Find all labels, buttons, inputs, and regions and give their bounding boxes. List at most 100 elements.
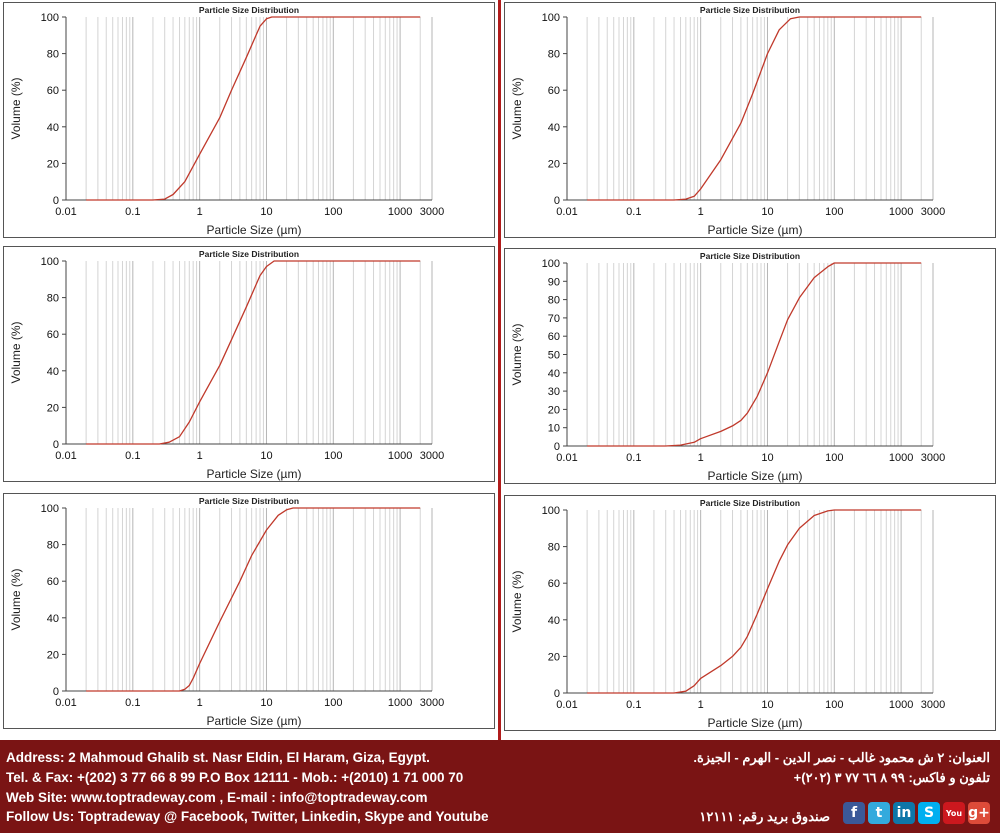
- x-tick-label: 3000: [921, 206, 945, 218]
- x-tick-label: 10: [761, 452, 773, 464]
- y-tick-label: 80: [548, 49, 560, 61]
- y-tick-label: 20: [548, 158, 560, 170]
- y-axis-label: Volume (%): [510, 570, 524, 632]
- charts-grid: 0 20 40 60 80 100 0.01 0.1 1 10 100 1000 3000 Particl…: [3, 2, 996, 731]
- x-tick-label: 0.1: [626, 699, 641, 711]
- skype-icon[interactable]: S: [918, 802, 940, 824]
- footer-address: Address: 2 Mahmoud Ghalib st. Nasr Eldin…: [6, 750, 430, 765]
- chart-panel-2: 0 20 40 60 80 100 0.01 0.1 1 10 100 1000 3000 Particl…: [504, 2, 996, 238]
- twitter-icon[interactable]: t: [868, 802, 890, 824]
- y-tick-label: 0: [554, 441, 560, 453]
- chart-title: Particle Size Distribution: [700, 498, 800, 508]
- x-tick-label: 100: [825, 452, 843, 464]
- y-axis-label: Volume (%): [510, 323, 524, 385]
- y-tick-label: 20: [47, 158, 59, 170]
- footer-web[interactable]: Web Site: www.toptradeway.com , E-mail :…: [6, 790, 428, 805]
- y-tick-label: 80: [47, 540, 59, 552]
- y-tick-label: 80: [47, 49, 59, 61]
- x-tick-label: 0.1: [125, 450, 140, 462]
- x-tick-label: 1000: [388, 206, 412, 218]
- x-axis-label: Particle Size (µm): [207, 467, 302, 481]
- social-icons: f t in S You g+: [843, 802, 990, 824]
- chart-panel-1: 0 20 40 60 80 100 0.01 0.1 1 10 100 1000 3000 Particl…: [3, 2, 495, 238]
- footer-arabic-postal: صندوق بريد رقم: ١٢١١١: [699, 809, 830, 824]
- footer-tel: Tel. & Fax: +(202) 3 77 66 8 99 P.O Box …: [6, 770, 464, 785]
- y-tick-label: 60: [548, 85, 560, 97]
- y-tick-label: 20: [47, 649, 59, 661]
- x-tick-label: 3000: [420, 450, 444, 462]
- y-tick-label: 40: [47, 122, 59, 134]
- y-tick-label: 40: [548, 122, 560, 134]
- x-tick-label: 0.1: [125, 206, 140, 218]
- y-tick-label: 100: [542, 258, 560, 270]
- footer-follow: Follow Us: Toptradeway @ Facebook, Twitt…: [6, 809, 489, 824]
- x-tick-label: 1: [698, 452, 704, 464]
- x-tick-label: 1000: [889, 452, 913, 464]
- y-axis-label: Volume (%): [510, 77, 524, 139]
- chart-panel-3: 0 20 40 60 80 100 0.01 0.1 1 10 100 1000 3000 Particl…: [3, 246, 495, 482]
- y-tick-label: 20: [47, 402, 59, 414]
- footer-arabic-address: العنوان: ٢ ش محمود غالب - نصر الدين - ال…: [693, 750, 990, 765]
- x-tick-label: 1000: [889, 699, 913, 711]
- x-tick-label: 100: [324, 206, 342, 218]
- y-tick-label: 60: [47, 329, 59, 341]
- chart-svg: 0 10 20 30 40 50 60 70 80 90 100 0.01 0.1 1 10 100 1000 3…: [510, 251, 945, 483]
- x-tick-label: 1: [698, 206, 704, 218]
- y-tick-label: 60: [548, 331, 560, 343]
- y-tick-label: 80: [548, 542, 560, 554]
- x-tick-label: 0.01: [55, 450, 76, 462]
- x-axis-label: Particle Size (µm): [207, 223, 302, 237]
- x-tick-label: 0.01: [55, 206, 76, 218]
- vertical-grid: [65, 261, 433, 444]
- y-tick-label: 40: [47, 613, 59, 625]
- y-tick-label: 0: [53, 686, 59, 698]
- chart-title: Particle Size Distribution: [199, 249, 299, 259]
- series-line: [587, 16, 922, 201]
- y-tick-label: 20: [548, 404, 560, 416]
- x-tick-label: 10: [260, 206, 272, 218]
- x-tick-label: 1: [197, 450, 203, 462]
- x-tick-label: 0.1: [626, 206, 641, 218]
- footer-arabic-phone: تلفون و فاكس: ٩٩ ٨ ٦٦ ٧٧ ٣ (٢٠٢)+: [793, 770, 990, 785]
- x-tick-label: 0.01: [556, 206, 577, 218]
- x-tick-label: 1: [197, 697, 203, 709]
- linkedin-icon[interactable]: in: [893, 802, 915, 824]
- facebook-icon[interactable]: f: [843, 802, 865, 824]
- chart-title: Particle Size Distribution: [700, 5, 800, 15]
- x-tick-label: 100: [825, 699, 843, 711]
- series-line: [587, 262, 922, 447]
- x-tick-label: 0.01: [556, 699, 577, 711]
- x-axis-label: Particle Size (µm): [207, 714, 302, 728]
- vertical-grid: [65, 17, 433, 200]
- x-tick-label: 100: [825, 206, 843, 218]
- x-tick-label: 10: [761, 206, 773, 218]
- series-line: [587, 509, 922, 694]
- y-tick-label: 0: [53, 195, 59, 207]
- y-tick-label: 40: [548, 615, 560, 627]
- youtube-icon[interactable]: You: [943, 802, 965, 824]
- y-tick-label: 70: [548, 313, 560, 325]
- x-tick-label: 10: [260, 450, 272, 462]
- chart-svg: 0 20 40 60 80 100 0.01 0.1 1 10 100 1000 3000 Particl…: [510, 5, 945, 237]
- x-tick-label: 1: [698, 699, 704, 711]
- y-tick-label: 50: [548, 350, 560, 362]
- google-plus-icon[interactable]: g+: [968, 802, 990, 824]
- x-tick-label: 1000: [889, 206, 913, 218]
- series-line: [86, 260, 421, 445]
- x-axis-label: Particle Size (µm): [708, 469, 803, 483]
- x-tick-label: 3000: [420, 206, 444, 218]
- x-tick-label: 0.1: [626, 452, 641, 464]
- y-tick-label: 10: [548, 423, 560, 435]
- y-tick-label: 100: [41, 256, 59, 268]
- vertical-grid: [65, 508, 433, 691]
- y-tick-label: 0: [554, 195, 560, 207]
- vertical-grid: [566, 17, 934, 200]
- y-tick-label: 80: [47, 293, 59, 305]
- chart-panel-6: 0 20 40 60 80 100 0.01 0.1 1 10 100 1000 3000 Particl…: [504, 495, 996, 731]
- y-tick-label: 0: [53, 439, 59, 451]
- chart-title: Particle Size Distribution: [700, 251, 800, 261]
- chart-panel-5: 0 20 40 60 80 100 0.01 0.1 1 10 100 1000 3000 Particl…: [3, 493, 495, 729]
- chart-panel-4: 0 10 20 30 40 50 60 70 80 90 100 0.01 0.1 1 10 100 1000 3…: [504, 248, 996, 484]
- y-tick-label: 40: [47, 366, 59, 378]
- vertical-grid: [566, 263, 934, 446]
